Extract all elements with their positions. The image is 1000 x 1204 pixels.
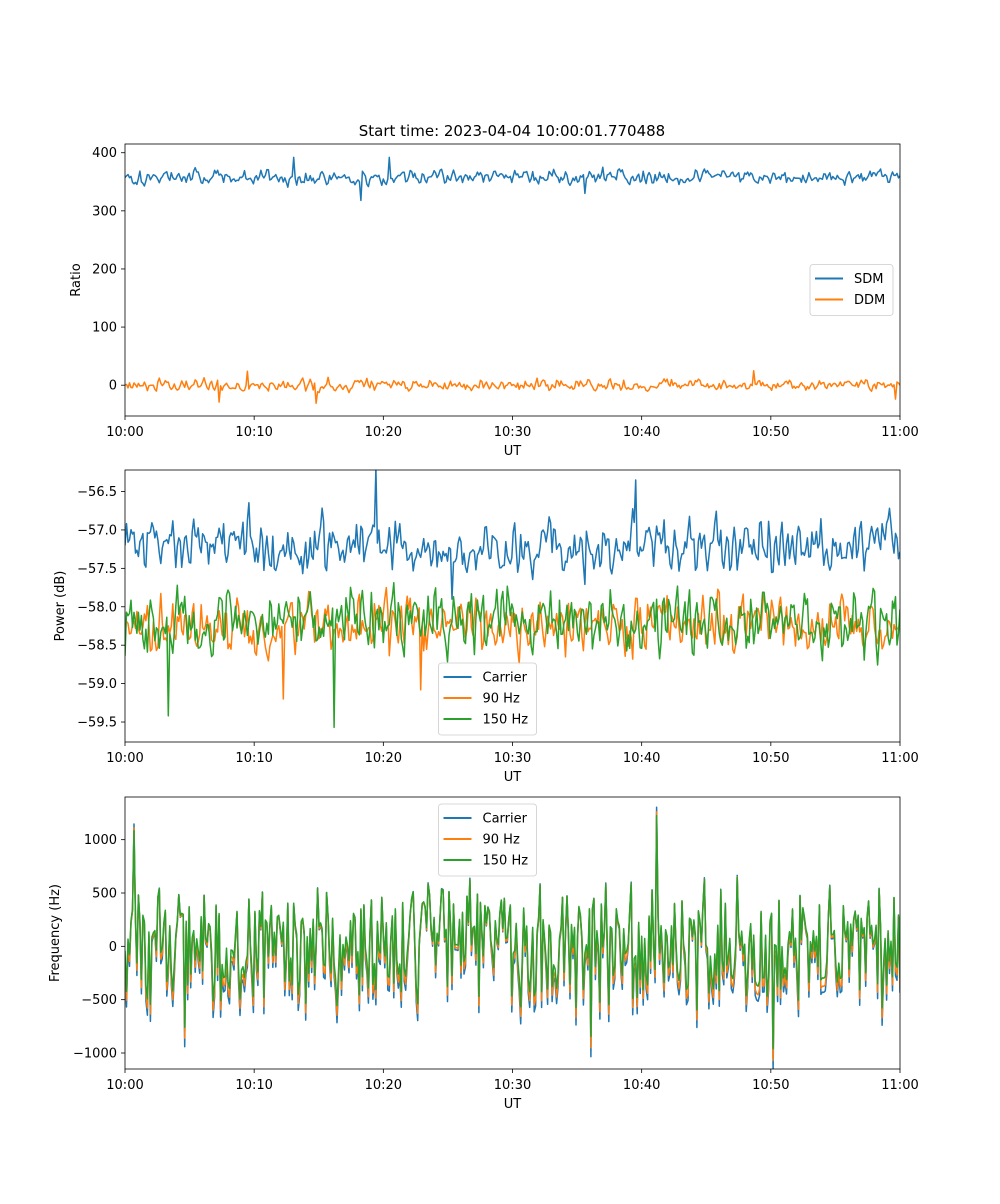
- y-tick-label: 200: [92, 262, 117, 277]
- y-tick-label: 300: [92, 204, 117, 219]
- y-tick-label: 1000: [84, 833, 117, 848]
- legend: Carrier 90 Hz 150 Hz: [438, 803, 537, 877]
- y-tick-label: 0: [109, 940, 117, 955]
- legend-label: 90 Hz: [483, 692, 520, 707]
- y-axis-label: Power (dB): [53, 571, 68, 642]
- legend-label: 150 Hz: [483, 854, 529, 869]
- x-tick-label: 10:50: [752, 1078, 789, 1093]
- y-tick-label: 100: [92, 321, 117, 336]
- legend: SDM DDM: [809, 264, 894, 316]
- x-tick-label: 10:00: [106, 425, 143, 440]
- legend-frame: [438, 662, 537, 736]
- legend-label: Carrier: [483, 812, 528, 827]
- plot-area: [125, 806, 900, 1069]
- x-tick-label: 10:30: [494, 751, 531, 766]
- plot-area: [125, 156, 900, 404]
- series-line-sdm: [125, 156, 900, 202]
- legend-label: DDM: [854, 293, 885, 308]
- x-tick-label: 11:00: [881, 751, 918, 766]
- legend-label: Carrier: [483, 671, 528, 686]
- subplot-2: 10:00 10:10 10:20 10:30 10:40 10:50 11:00 −59.5…: [53, 469, 919, 785]
- y-tick-label: 400: [92, 146, 117, 161]
- y-tick-label: −59.0: [77, 677, 117, 692]
- subplot-3: 10:00 10:10 10:20 10:30 10:40 10:50 11:00 −1000…: [48, 796, 919, 1112]
- y-axis-label: Frequency (Hz): [48, 884, 63, 982]
- x-tick-label: 10:00: [106, 1078, 143, 1093]
- x-tick-label: 11:00: [881, 425, 918, 440]
- series-line-150-hz: [125, 582, 900, 729]
- y-axis-label: Ratio: [69, 263, 84, 296]
- x-tick-label: 10:20: [365, 1078, 402, 1093]
- series-line-150-hz: [125, 814, 900, 1050]
- y-tick-label: −57.0: [77, 523, 117, 538]
- x-tick-label: 10:40: [623, 751, 660, 766]
- y-tick-label: −1000: [73, 1047, 117, 1062]
- series-line-carrier: [125, 470, 900, 600]
- series-line-ddm: [125, 369, 900, 404]
- x-tick-label: 10:30: [494, 425, 531, 440]
- x-tick-label: 10:10: [235, 425, 272, 440]
- legend-frame: [809, 264, 894, 316]
- x-tick-label: 10:40: [623, 425, 660, 440]
- x-tick-label: 10:00: [106, 751, 143, 766]
- subplot-1: 10:00 10:10 10:20 10:30 10:40 10:50 11:00 0 100 2…: [69, 143, 919, 459]
- y-tick-label: 500: [92, 887, 117, 902]
- x-tick-label: 10:50: [752, 751, 789, 766]
- y-tick-label: −58.0: [77, 600, 117, 615]
- y-tick-label: −57.5: [77, 562, 117, 577]
- x-tick-label: 10:10: [235, 751, 272, 766]
- x-axis-label: UT: [504, 1097, 522, 1112]
- y-tick-label: −59.5: [77, 716, 117, 731]
- x-tick-label: 10:50: [752, 425, 789, 440]
- axes-frame: [124, 143, 901, 417]
- y-tick-label: −500: [81, 993, 117, 1008]
- legend-frame: [438, 803, 537, 877]
- legend: Carrier 90 Hz 150 Hz: [438, 662, 537, 736]
- series-line-90-hz: [125, 586, 900, 700]
- y-tick-label: 0: [109, 379, 117, 394]
- legend-label: 150 Hz: [483, 713, 529, 728]
- chart-title: Start time: 2023-04-04 10:00:01.770488: [359, 122, 665, 140]
- legend-label: 90 Hz: [483, 833, 520, 848]
- x-tick-label: 10:20: [365, 751, 402, 766]
- y-tick-label: −58.5: [77, 639, 117, 654]
- x-axis-label: UT: [504, 770, 522, 785]
- x-tick-label: 10:40: [623, 1078, 660, 1093]
- x-tick-label: 11:00: [881, 1078, 918, 1093]
- x-axis-label: UT: [504, 444, 522, 459]
- y-tick-label: −56.5: [77, 485, 117, 500]
- plot-area: [125, 470, 900, 729]
- legend-label: SDM: [854, 272, 883, 287]
- x-tick-label: 10:20: [365, 425, 402, 440]
- x-tick-label: 10:10: [235, 1078, 272, 1093]
- x-tick-label: 10:30: [494, 1078, 531, 1093]
